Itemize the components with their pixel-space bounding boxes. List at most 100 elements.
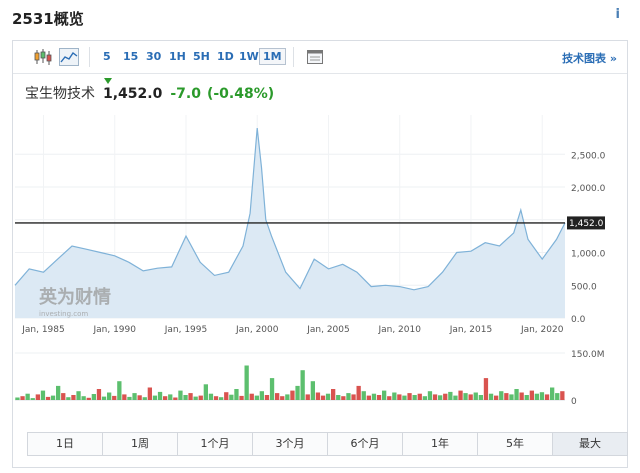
volume-bar [361,391,366,400]
volume-bar [371,393,377,400]
timeframe-1h[interactable]: 1H [169,50,186,63]
volume-bar [509,394,514,400]
x-tick-label: Jan, 2010 [377,325,421,335]
toolbar-divider [89,47,90,67]
x-tick-label: Jan, 1985 [21,325,65,335]
volume-bar [320,395,326,400]
volume-bar [402,395,407,400]
volume-bar [76,391,81,400]
price-area [15,128,565,318]
volume-bar [417,393,422,400]
timeframe-5h[interactable]: 5H [193,50,210,63]
chart-toolbar: 5 15 30 1H 5H 1D 1W 1M 技术图表 » [13,41,627,74]
watermark-site: investing.com [39,310,88,318]
volume-bar [438,395,443,400]
volume-bar [529,390,534,400]
tech-chart-link[interactable]: 技术图表 » [562,52,617,65]
volume-bar [305,394,310,400]
volume-bar [71,395,76,400]
volume-bar [224,392,229,400]
timeframe-1w[interactable]: 1W [239,50,259,63]
volume-bar [468,394,473,400]
volume-bar [453,395,458,400]
range-tab-max[interactable]: 最大 [552,432,628,456]
x-tick-label: Jan, 1995 [164,325,208,335]
range-tab-3m[interactable]: 3个月 [252,432,328,456]
x-tick-label: Jan, 2000 [235,325,279,335]
volume-bar [147,387,152,400]
volume-bar [336,395,341,400]
volume-bar [397,394,402,400]
candlestick-icon[interactable] [33,48,53,66]
area-chart-icon[interactable] [59,48,79,66]
volume-bar [101,396,107,400]
volume-bar [499,391,504,400]
volume-bar [463,393,468,400]
volume-tick-label: 150.0M [571,350,605,360]
range-tabs: 1日 1周 1个月 3个月 6个月 1年 5年 最大 [27,432,628,456]
price-chart[interactable]: 英为财情 investing.com 0.0500.01,000.01,500.… [13,105,627,450]
calendar-icon[interactable] [306,48,326,66]
timeframe-5[interactable]: 5 [103,50,111,63]
volume-bar [443,393,448,400]
volume-bar [56,385,61,400]
volume-bar [376,395,382,400]
volume-bar [91,394,96,400]
range-tab-1d[interactable]: 1日 [27,432,103,456]
volume-bar [259,391,264,400]
volume-bar [432,394,438,400]
volume-bar [555,393,560,400]
volume-bar [351,394,356,400]
volume-bar [550,387,555,400]
timeframe-30[interactable]: 30 [146,50,162,63]
volume-bar [198,395,203,400]
watermark: 英为财情 investing.com [38,286,111,318]
volume-bar [514,389,519,400]
timeframe-1d[interactable]: 1D [217,50,234,63]
volume-bar [219,397,224,400]
volume-bar [295,385,300,400]
volume-bar [107,392,112,400]
range-tab-5y[interactable]: 5年 [477,432,553,456]
volume-bar [142,397,147,400]
volume-bar [112,395,117,400]
volume-bar [173,397,178,400]
current-price-tag: 1,452.0 [567,216,605,230]
price-change-pct: (-0.48%) [206,86,275,102]
volume-bar [366,395,371,400]
volume-bar [264,395,270,400]
volume-bar [524,395,529,400]
volume-bar [96,389,102,400]
volume-bar [275,393,280,400]
current-price-label: 1,452.0 [569,219,604,229]
volume-bar [473,392,478,400]
info-icon[interactable]: i [615,7,620,22]
price-change: -7.0 [170,86,201,102]
volume-bar [132,393,137,400]
volume-bar [178,390,183,400]
quote-flag-icon [104,78,112,84]
timeframe-1m[interactable]: 1M [259,48,286,65]
volume-bar [30,398,35,400]
volume-bar [331,389,336,400]
range-tab-1y[interactable]: 1年 [402,432,478,456]
volume-bar [458,390,463,400]
price-line [14,128,566,291]
volume-bar [290,390,295,400]
range-tab-1m[interactable]: 1个月 [177,432,253,456]
header: 2531概览 i [0,0,640,36]
volume-bar [315,392,321,400]
volume-bar [45,396,51,400]
volume-bar [208,393,214,400]
volume-bar [269,378,275,400]
volume-bar [478,395,483,400]
range-tab-1w[interactable]: 1周 [102,432,178,456]
volume-bar [341,396,346,400]
volume-bar [61,393,66,400]
range-tab-6m[interactable]: 6个月 [327,432,403,456]
volume-bar [427,391,433,400]
volume-bar [244,365,249,400]
volume-tick-label: 0 [571,397,577,407]
timeframe-15[interactable]: 15 [123,50,139,63]
volume-bar [488,393,494,400]
